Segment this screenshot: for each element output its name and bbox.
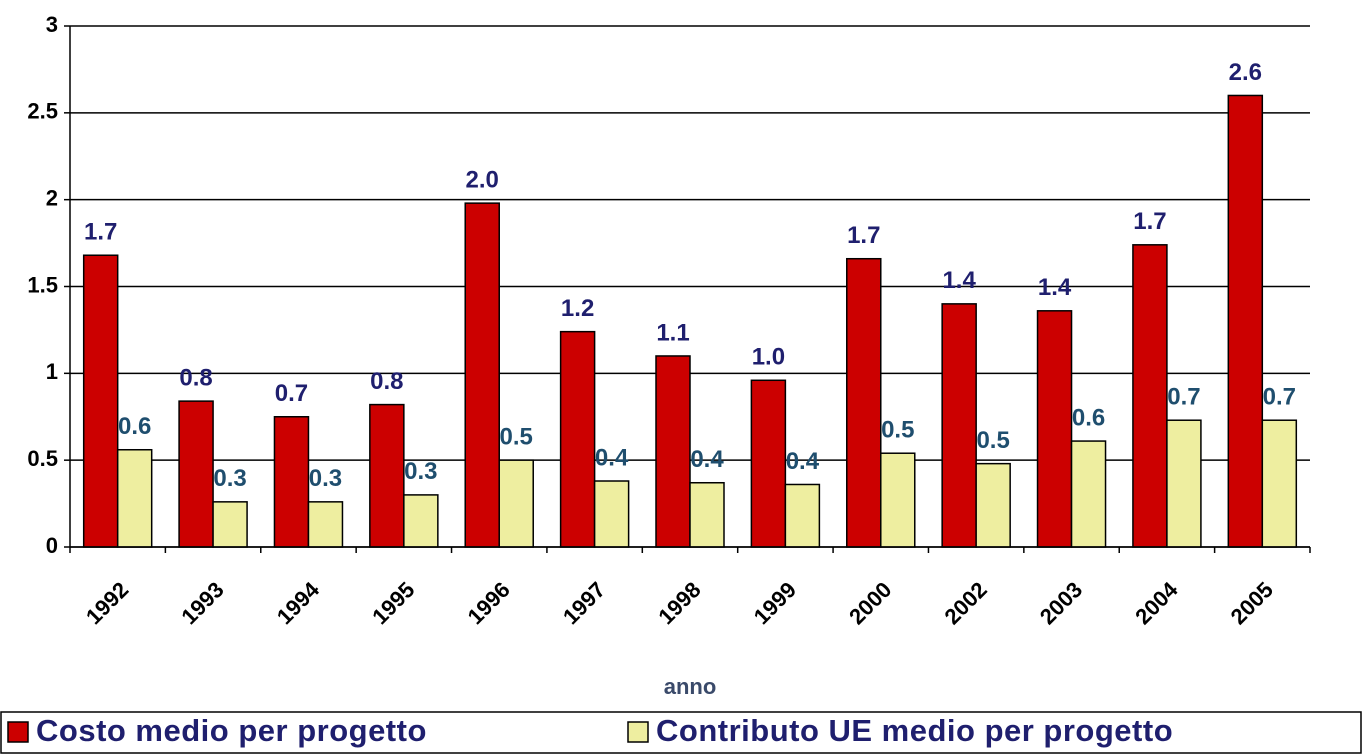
y-tick-label: 2 xyxy=(46,185,58,210)
bar xyxy=(212,501,248,548)
bar xyxy=(880,452,916,548)
x-tick-label: 1998 xyxy=(653,577,705,629)
data-label: 1.7 xyxy=(1133,208,1166,235)
bar xyxy=(689,481,725,548)
bar xyxy=(178,400,214,548)
y-tick-label: 0 xyxy=(46,533,58,558)
data-label: 0.5 xyxy=(881,417,914,444)
x-axis-label: anno xyxy=(664,674,717,699)
bar xyxy=(273,416,310,548)
data-label: 2.0 xyxy=(466,166,499,193)
x-tick-label: 1992 xyxy=(81,577,133,629)
bar xyxy=(1132,244,1168,548)
data-label: 0.3 xyxy=(213,465,246,492)
data-label: 0.7 xyxy=(1263,384,1296,411)
data-label: 1.4 xyxy=(1038,274,1072,301)
data-label: 1.2 xyxy=(561,295,594,322)
legend-swatch xyxy=(627,721,649,743)
x-tick-label: 2005 xyxy=(1226,577,1278,629)
y-tick-label: 1.5 xyxy=(27,272,58,297)
bar xyxy=(82,254,119,548)
data-label: 0.5 xyxy=(500,424,533,451)
x-tick-label: 1999 xyxy=(749,577,801,629)
x-tick-label: 1995 xyxy=(367,577,419,629)
x-tick-label: 1993 xyxy=(176,577,228,629)
bar xyxy=(1261,419,1298,548)
y-tick-label: 1 xyxy=(46,359,58,384)
data-label: 1.7 xyxy=(847,222,880,249)
data-label: 0.6 xyxy=(1072,404,1105,431)
x-tick-label: 1994 xyxy=(272,576,325,629)
data-label: 1.0 xyxy=(752,344,785,371)
y-tick-label: 0.5 xyxy=(27,446,58,471)
data-label: 2.6 xyxy=(1229,59,1262,86)
bar xyxy=(941,303,977,548)
legend-label: Costo medio per progetto xyxy=(36,713,427,748)
bar xyxy=(1166,419,1202,548)
bar xyxy=(655,355,691,548)
bar xyxy=(498,459,534,548)
data-label: 0.6 xyxy=(118,413,151,440)
bar xyxy=(464,202,500,548)
bar xyxy=(593,480,630,548)
y-tick-label: 2.5 xyxy=(27,99,58,124)
data-label: 1.7 xyxy=(84,219,117,246)
data-label: 0.4 xyxy=(595,444,629,471)
bar xyxy=(1070,440,1107,548)
data-label: 0.5 xyxy=(976,427,1009,454)
bar xyxy=(369,403,405,548)
legend-swatch xyxy=(7,721,29,743)
x-tick-label: 2003 xyxy=(1035,577,1087,629)
bar xyxy=(846,257,882,548)
bar xyxy=(559,330,596,548)
legend-label: Contributo UE medio per progetto xyxy=(656,713,1173,748)
x-tick-label: 1996 xyxy=(463,577,515,629)
data-label: 1.4 xyxy=(942,267,976,294)
data-label: 0.7 xyxy=(275,380,308,407)
legend-box xyxy=(0,711,1362,754)
data-label: 0.3 xyxy=(404,458,437,485)
x-tick-label: 2002 xyxy=(940,577,992,629)
x-tick-label: 2004 xyxy=(1130,576,1183,629)
data-label: 0.4 xyxy=(690,446,724,473)
bar xyxy=(403,494,439,548)
bar xyxy=(1227,94,1264,548)
data-label: 0.7 xyxy=(1167,384,1200,411)
bar xyxy=(307,501,344,548)
data-label: 0.3 xyxy=(309,465,342,492)
data-label: 0.8 xyxy=(370,368,403,395)
data-label: 0.4 xyxy=(786,448,820,475)
x-tick-label: 1997 xyxy=(558,577,610,629)
x-tick-label: 2000 xyxy=(844,577,896,629)
bar xyxy=(975,462,1011,548)
data-label: 1.1 xyxy=(656,319,689,346)
y-tick-label: 3 xyxy=(46,12,58,37)
bar xyxy=(1036,310,1073,548)
data-label: 0.8 xyxy=(179,364,212,391)
bar xyxy=(750,379,787,548)
bar xyxy=(116,448,153,548)
bar xyxy=(784,483,821,548)
